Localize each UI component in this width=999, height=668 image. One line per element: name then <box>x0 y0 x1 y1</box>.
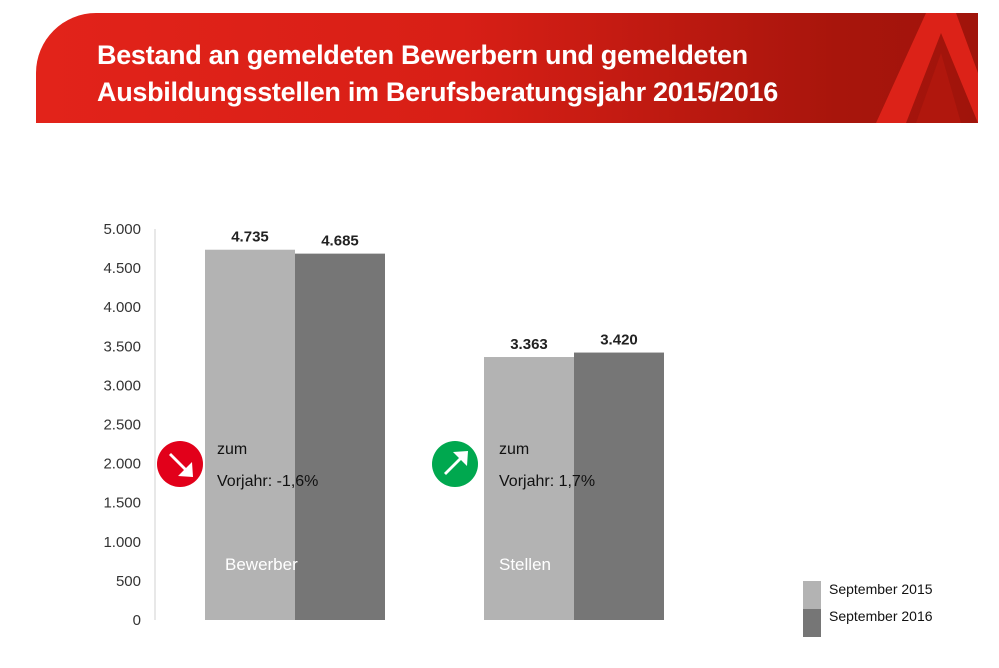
y-tick-label: 2.000 <box>103 456 141 473</box>
y-tick-label: 4.500 <box>103 260 141 277</box>
legend-label: September 2016 <box>829 608 933 624</box>
annotation-text: Vorjahr: -1,6% <box>217 473 318 490</box>
y-tick-label: 4.000 <box>103 299 141 316</box>
y-tick-label: 2.500 <box>103 417 141 434</box>
legend-swatch <box>803 609 821 637</box>
annotation-text: Vorjahr: 1,7% <box>499 473 595 490</box>
title-banner: Bestand an gemeldeten Bewerbern und geme… <box>36 13 978 123</box>
bar <box>205 249 295 620</box>
category-label: Bewerber <box>225 555 298 574</box>
legend-swatch <box>803 581 821 609</box>
data-label: 4.735 <box>231 229 269 246</box>
data-label: 3.420 <box>600 332 638 349</box>
y-tick-label: 3.000 <box>103 377 141 394</box>
bar <box>574 352 664 620</box>
arrow-up-right-icon-glyph <box>444 451 468 475</box>
annotation-text: zum <box>217 441 247 458</box>
bar <box>484 357 574 620</box>
legend-label: September 2015 <box>829 581 933 597</box>
y-tick-label: 5.000 <box>103 221 141 238</box>
data-label: 4.685 <box>321 233 359 250</box>
logo-icon <box>876 13 978 123</box>
y-tick-label: 3.500 <box>103 338 141 355</box>
y-tick-label: 500 <box>116 573 141 590</box>
data-label: 3.363 <box>510 336 548 353</box>
bar <box>295 253 385 620</box>
annotation-text: zum <box>499 441 529 458</box>
y-tick-label: 1.500 <box>103 495 141 512</box>
category-label: Stellen <box>499 555 551 574</box>
y-tick-label: 0 <box>133 612 141 629</box>
arrow-down-right-icon-glyph <box>169 453 193 477</box>
chart-title: Bestand an gemeldeten Bewerbern und geme… <box>97 40 778 107</box>
y-tick-label: 1.000 <box>103 534 141 551</box>
